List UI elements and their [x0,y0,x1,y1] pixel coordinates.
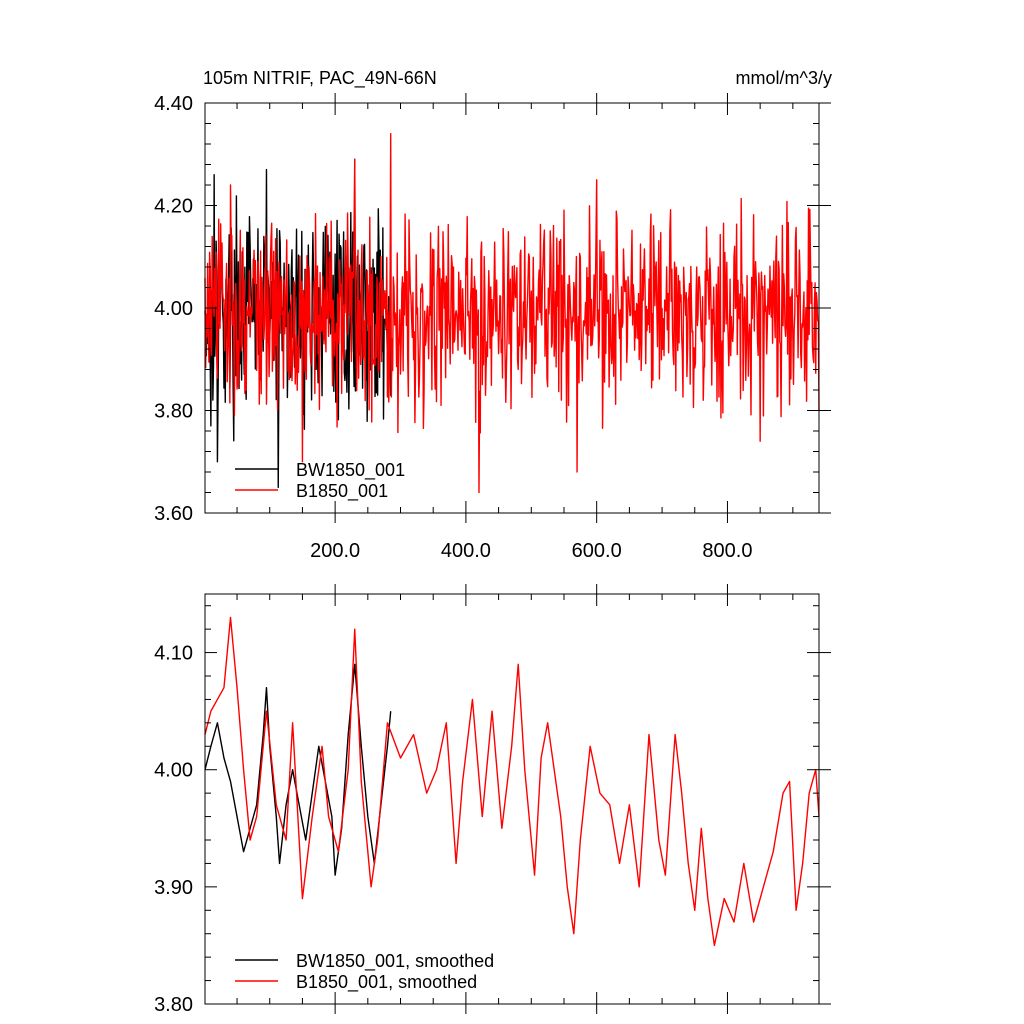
top-panel: 3.60 3.80 4.00 4.20 4.40 200.0 400.0 600.0 800.0… [154,93,831,562]
series-line-b1850-001-smoothed [204,616,820,947]
legend-label: B1850_001 [296,481,388,502]
y-tick-label: 4.40 [154,93,193,115]
chart-units: mmol/m^3/y [736,68,832,88]
y-tick-label: 3.90 [154,877,193,899]
y-tick-label: 3.60 [154,503,193,525]
chart-title: 105m NITRIF, PAC_49N-66N [203,68,437,89]
series-line-b1850-001 [204,133,820,494]
legend-label: BW1850_001, smoothed [296,951,494,972]
plot-frame [204,593,820,1005]
legend-label: B1850_001, smoothed [296,972,477,993]
x-tick-label: 600.0 [572,540,622,562]
y-tick-label: 3.80 [154,994,193,1016]
bottom-panel: 3.80 3.90 4.00 4.10 BW1850_001, smoothedB185… [154,584,831,1016]
series-group [204,616,820,947]
series-group [204,133,820,494]
y-tick-label: 4.20 [154,196,193,218]
x-tick-label: 200.0 [310,540,360,562]
legend-label: BW1850_001 [296,460,405,481]
y-tick-label: 4.00 [154,760,193,782]
series-line-bw1850-001-smoothed [204,663,392,876]
x-tick-label: 800.0 [702,540,752,562]
x-tick-label: 400.0 [441,540,491,562]
y-tick-label: 3.80 [154,401,193,423]
y-tick-label: 4.00 [154,298,193,320]
y-tick-label: 4.10 [154,643,193,665]
